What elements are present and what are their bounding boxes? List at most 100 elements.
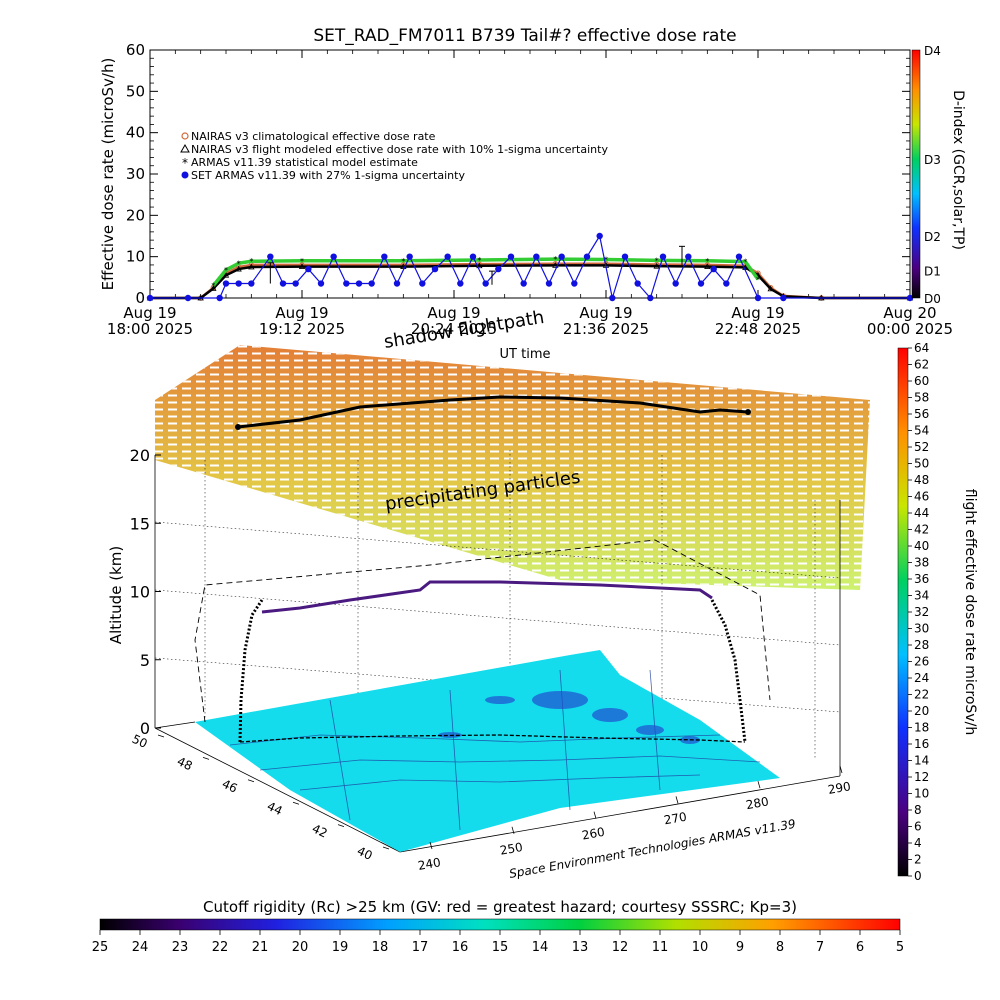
x-tick-label-date: Aug 20 — [883, 304, 936, 322]
shadow-flightpath-end — [745, 409, 751, 415]
x-tick-label-time: 20:24 2025 — [411, 320, 497, 338]
longitude-tick — [839, 765, 843, 774]
data-point — [621, 253, 629, 260]
longitude-tick-label: 280 — [745, 794, 770, 812]
d-index-label: D2 — [924, 230, 941, 244]
d-index-label: D1 — [924, 265, 941, 279]
cutoff-rigidity-tick-label: 10 — [692, 940, 709, 955]
dose-colorbar-tick-label: 20 — [914, 704, 929, 718]
legend-marker — [181, 171, 189, 179]
dose-colorbar-tick-label: 50 — [914, 457, 929, 471]
dose-colorbar-tick-label: 38 — [914, 556, 929, 570]
cutoff-rigidity-tick-label: 16 — [452, 940, 469, 955]
shadow-flightpath — [237, 395, 749, 429]
dose-colorbar-tick-label: 6 — [914, 820, 922, 834]
dose-rate-colorbar-ticks: 0246810121416182022242628303234363840424… — [908, 341, 929, 883]
shadow-flightpath-start — [235, 424, 241, 430]
data-point — [906, 294, 914, 302]
cutoff-rigidity-tick-label: 23 — [172, 940, 189, 955]
x-tick-label-date: Aug 19 — [427, 304, 480, 322]
data-point — [184, 294, 192, 302]
longitude-tick — [593, 811, 597, 819]
data-point — [533, 253, 540, 260]
data-point — [235, 265, 242, 272]
longitude-tick-label: 270 — [663, 810, 688, 828]
data-point — [767, 285, 774, 292]
data-point — [596, 232, 603, 240]
y-tick-label: 10 — [126, 248, 145, 266]
y-tick-label: 60 — [126, 41, 145, 59]
ground-map-boundaries — [229, 669, 761, 831]
data-point — [571, 280, 578, 287]
cutoff-rigidity-tick-label: 8 — [776, 940, 784, 955]
y-tick-label: 50 — [126, 82, 145, 100]
dose-colorbar-tick-label: 40 — [914, 539, 929, 553]
data-point — [406, 253, 413, 260]
x-tick-label-time: 00:00 2025 — [867, 320, 953, 338]
legend-label: SET ARMAS v11.39 with 27% 1-sigma uncert… — [191, 169, 465, 182]
dose-rate-colorbar — [897, 347, 909, 877]
series-line-2 — [211, 257, 760, 287]
data-point — [267, 253, 274, 260]
cutoff-rigidity-tick-label: 14 — [532, 940, 549, 955]
data-point: * — [237, 259, 241, 268]
altitude-tick-label: 10 — [130, 583, 150, 602]
dose-colorbar-tick-label: 62 — [914, 358, 929, 372]
dose-colorbar-tick-label: 0 — [914, 869, 922, 883]
latitude-tick-label: 44 — [265, 799, 285, 818]
latitude-tick — [292, 801, 300, 805]
latitude-tick — [247, 779, 255, 783]
data-point: * — [604, 256, 608, 265]
x-tick-label-date: Aug 19 — [731, 304, 784, 322]
cutoff-rigidity-tick-label: 13 — [572, 940, 589, 955]
data-point: * — [705, 257, 709, 266]
data-point — [476, 262, 483, 269]
legend-label: ARMAS v11.39 statistical model estimate — [191, 156, 418, 169]
x-tick-label-date: Aug 19 — [275, 304, 328, 322]
dose-colorbar-tick-label: 22 — [914, 688, 929, 702]
data-point: * — [756, 275, 760, 284]
y-tick-label: 20 — [126, 206, 145, 224]
dose-colorbar-tick-label: 58 — [914, 391, 929, 405]
data-point: * — [655, 256, 659, 265]
d-index-colorbar — [911, 49, 921, 299]
dose-colorbar-tick-label: 18 — [914, 721, 929, 735]
data-point — [685, 253, 692, 260]
longitude-tick — [675, 796, 679, 804]
data-point — [279, 280, 287, 287]
dose-colorbar-tick-label: 32 — [914, 605, 929, 619]
d-index-label: D0 — [924, 292, 941, 306]
longitude-tick-label: 290 — [827, 779, 852, 797]
d-index-label: D4 — [924, 44, 941, 58]
data-point — [507, 253, 515, 260]
latitude-tick — [382, 846, 390, 850]
dose-colorbar-tick-label: 36 — [914, 572, 929, 586]
data-point — [368, 280, 375, 287]
data-point: * — [211, 282, 215, 291]
latitude-tick — [337, 824, 345, 827]
latitude-tick — [157, 734, 165, 738]
data-point — [298, 263, 306, 269]
y-tick-label: 40 — [126, 124, 145, 142]
x-tick-label-time: 22:48 2025 — [715, 320, 801, 338]
data-point — [672, 280, 679, 287]
altitude-tick-label: 0 — [140, 719, 150, 738]
data-point — [754, 294, 762, 302]
dose-colorbar-tick-label: 24 — [914, 671, 929, 685]
dose-colorbar-tick-label: 60 — [914, 374, 929, 388]
data-point: * — [401, 257, 405, 266]
data-point — [647, 294, 654, 302]
dose-colorbar-tick-label: 10 — [914, 787, 929, 801]
cutoff-rigidity-tick-label: 9 — [736, 940, 744, 955]
latitude-tick — [202, 757, 210, 760]
data-point — [482, 280, 489, 287]
data-point — [545, 280, 553, 287]
ground-map-lakes — [438, 691, 700, 744]
latitude-axis: 40 42 44 46 48 50 — [130, 732, 390, 863]
data-point — [697, 280, 705, 287]
cutoff-rigidity-colorbar: Cutoff rigidity (Rc) >25 km (GV: red = g… — [92, 898, 904, 955]
top-chart-y-axis: 0 10 20 30 40 50 60 — [126, 41, 910, 307]
data-point — [292, 280, 299, 287]
data-point — [235, 280, 242, 287]
